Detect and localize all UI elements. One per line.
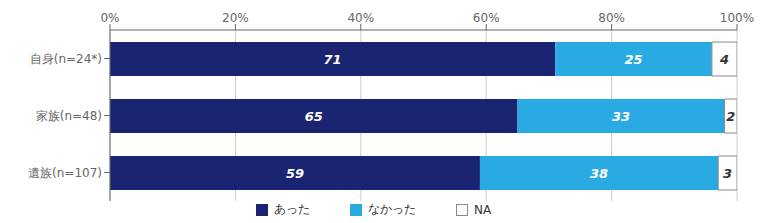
svg-text:100%: 100%	[720, 11, 754, 25]
svg-text:4: 4	[719, 52, 729, 67]
html-text:なかった: なかった	[367, 202, 416, 216]
svg-text:3: 3	[723, 166, 732, 181]
svg-text:80%: 80%	[598, 11, 625, 25]
html-text:NA: NA	[473, 202, 492, 217]
svg-text:38: 38	[590, 166, 608, 181]
svg-text:71: 71	[324, 52, 342, 67]
svg-text:0%: 0%	[100, 11, 119, 25]
svg-text:2: 2	[726, 109, 735, 124]
svg-text:遺族(n=107): 遺族(n=107)	[28, 166, 102, 180]
svg-text:65: 65	[305, 109, 323, 124]
svg-text:40%: 40%	[347, 11, 374, 25]
svg-text:自身(n=24*): 自身(n=24*)	[30, 52, 102, 66]
svg-text:59: 59	[286, 166, 304, 181]
html-text:あった: あった	[273, 202, 310, 216]
svg-text:25: 25	[624, 52, 642, 67]
svg-text:家族(n=48): 家族(n=48)	[36, 109, 102, 123]
svg-text:20%: 20%	[222, 11, 249, 25]
svg-text:33: 33	[612, 109, 630, 124]
svg-text:60%: 60%	[473, 11, 500, 25]
